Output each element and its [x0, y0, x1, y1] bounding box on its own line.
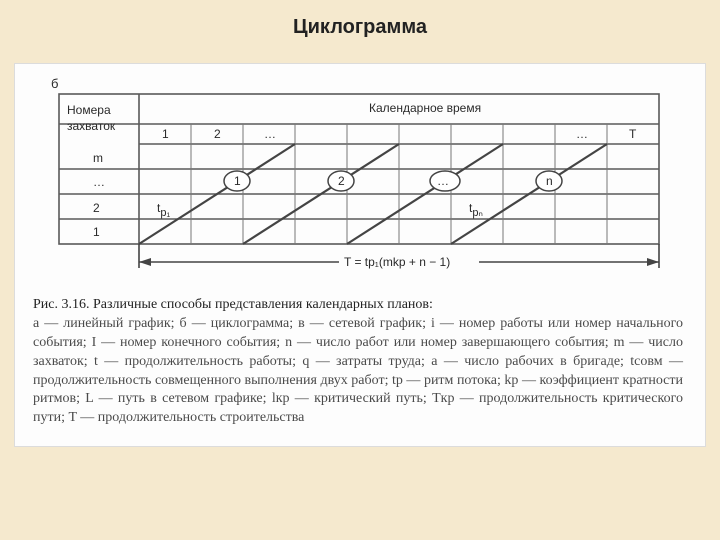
tpn-label: tрₙ: [469, 201, 483, 219]
cyclogram-chart: б Номера захваток Календарное время: [15, 74, 705, 288]
caption-lead: Рис. 3.16. Различные способы представлен…: [33, 297, 433, 312]
row-label: …: [93, 175, 105, 189]
row-label: 1: [93, 225, 100, 239]
job-oval-label: 1: [234, 174, 241, 188]
job-oval-label: …: [437, 174, 449, 188]
row-label: m: [93, 151, 103, 165]
col-header-title: Календарное время: [369, 101, 481, 115]
col-label: Т: [629, 127, 637, 141]
dimension-formula: T = tр₁(mkр + n − 1): [344, 255, 450, 269]
job-oval-label: 2: [338, 174, 345, 188]
arrowhead-left: [139, 258, 151, 266]
col-label: 2: [214, 127, 221, 141]
job-oval-label: n: [546, 174, 553, 188]
col-label: …: [264, 127, 276, 141]
figure-container: б Номера захваток Календарное время: [14, 63, 706, 447]
row-header-line1: Номера: [67, 103, 111, 117]
cyclogram-svg: б Номера захваток Календарное время: [39, 74, 679, 284]
page: Циклограмма б Номера захваток Календарно…: [0, 0, 720, 540]
page-title: Циклограмма: [10, 16, 710, 39]
row-header-line2: захваток: [67, 119, 116, 133]
row-label: 2: [93, 201, 100, 215]
subfigure-label: б: [51, 76, 58, 91]
col-label: …: [576, 127, 588, 141]
caption-body: а — линейный график; б — циклограмма; в …: [33, 316, 683, 425]
col-label: 1: [162, 127, 169, 141]
figure-caption: Рис. 3.16. Различные способы представлен…: [15, 288, 705, 436]
arrowhead-right: [647, 258, 659, 266]
tp1-label: tр₁: [157, 201, 170, 219]
